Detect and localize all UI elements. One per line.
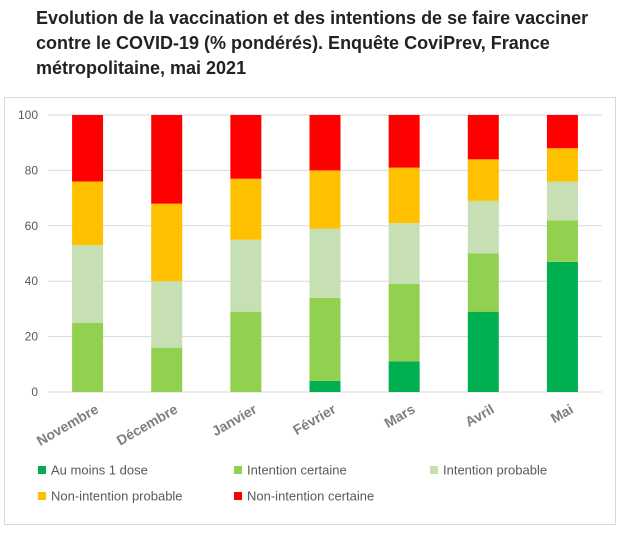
- legend-swatch-4: [234, 492, 242, 500]
- x-tick-label-décembre: Décembre: [114, 401, 181, 449]
- bar-janvier-series-4: [230, 115, 262, 179]
- bar-novembre-series-4: [72, 115, 104, 182]
- x-tick-label-février: Février: [290, 400, 339, 437]
- bar-janvier-series-3: [230, 178, 262, 240]
- legend-label-0: Au moins 1 dose: [51, 463, 148, 478]
- chart-title: Evolution de la vaccination et des inten…: [36, 8, 589, 78]
- bar-avril-series-0: [467, 311, 499, 392]
- bar-février-series-0: [309, 380, 341, 392]
- bar-mai-series-0: [546, 261, 578, 392]
- bar-janvier-series-2: [230, 239, 262, 312]
- y-tick-label-40: 40: [25, 274, 39, 288]
- bar-janvier-series-1: [230, 311, 262, 392]
- y-tick-label-100: 100: [18, 108, 38, 122]
- x-tick-label-janvier: Janvier: [209, 400, 260, 439]
- legend-label-2: Intention probable: [443, 463, 547, 478]
- legend-swatch-3: [38, 492, 46, 500]
- y-tick-label-20: 20: [25, 330, 39, 344]
- bar-février-series-1: [309, 297, 341, 381]
- y-tick-label-80: 80: [25, 163, 39, 177]
- bar-mai-series-3: [546, 148, 578, 182]
- bar-novembre-series-2: [72, 245, 104, 323]
- x-tick-label-novembre: Novembre: [34, 401, 101, 449]
- bar-avril-series-3: [467, 159, 499, 201]
- bar-mars-series-3: [388, 167, 420, 224]
- bar-mars-series-0: [388, 361, 420, 392]
- bar-avril-series-1: [467, 253, 499, 312]
- bar-novembre-series-1: [72, 322, 104, 392]
- bar-mai-series-4: [546, 115, 578, 149]
- legend-label-4: Non-intention certaine: [247, 489, 374, 504]
- bar-avril-series-4: [467, 115, 499, 160]
- legend-swatch-0: [38, 466, 46, 474]
- x-tick-label-mars: Mars: [381, 401, 417, 431]
- bar-mai-series-2: [546, 181, 578, 221]
- bar-mai-series-1: [546, 220, 578, 262]
- bar-mars-series-2: [388, 223, 420, 284]
- y-tick-label-0: 0: [31, 385, 38, 399]
- bar-décembre-series-1: [151, 347, 183, 392]
- legend-label-1: Intention certaine: [247, 463, 347, 478]
- bar-décembre-series-2: [151, 281, 183, 348]
- bar-avril-series-2: [467, 200, 499, 254]
- bar-décembre-series-3: [151, 203, 183, 282]
- bar-décembre-series-4: [151, 115, 183, 204]
- bar-mars-series-4: [388, 115, 420, 168]
- y-tick-label-60: 60: [25, 219, 39, 233]
- x-tick-label-avril: Avril: [462, 401, 497, 430]
- bar-mars-series-1: [388, 283, 420, 362]
- legend-label-3: Non-intention probable: [51, 489, 183, 504]
- x-tick-label-mai: Mai: [548, 401, 576, 427]
- bar-février-series-3: [309, 170, 341, 229]
- legend-swatch-1: [234, 466, 242, 474]
- bar-novembre-series-3: [72, 181, 104, 246]
- chart-frame: [4, 97, 616, 525]
- bar-février-series-4: [309, 115, 341, 171]
- bar-février-series-2: [309, 228, 341, 298]
- legend-swatch-2: [430, 466, 438, 474]
